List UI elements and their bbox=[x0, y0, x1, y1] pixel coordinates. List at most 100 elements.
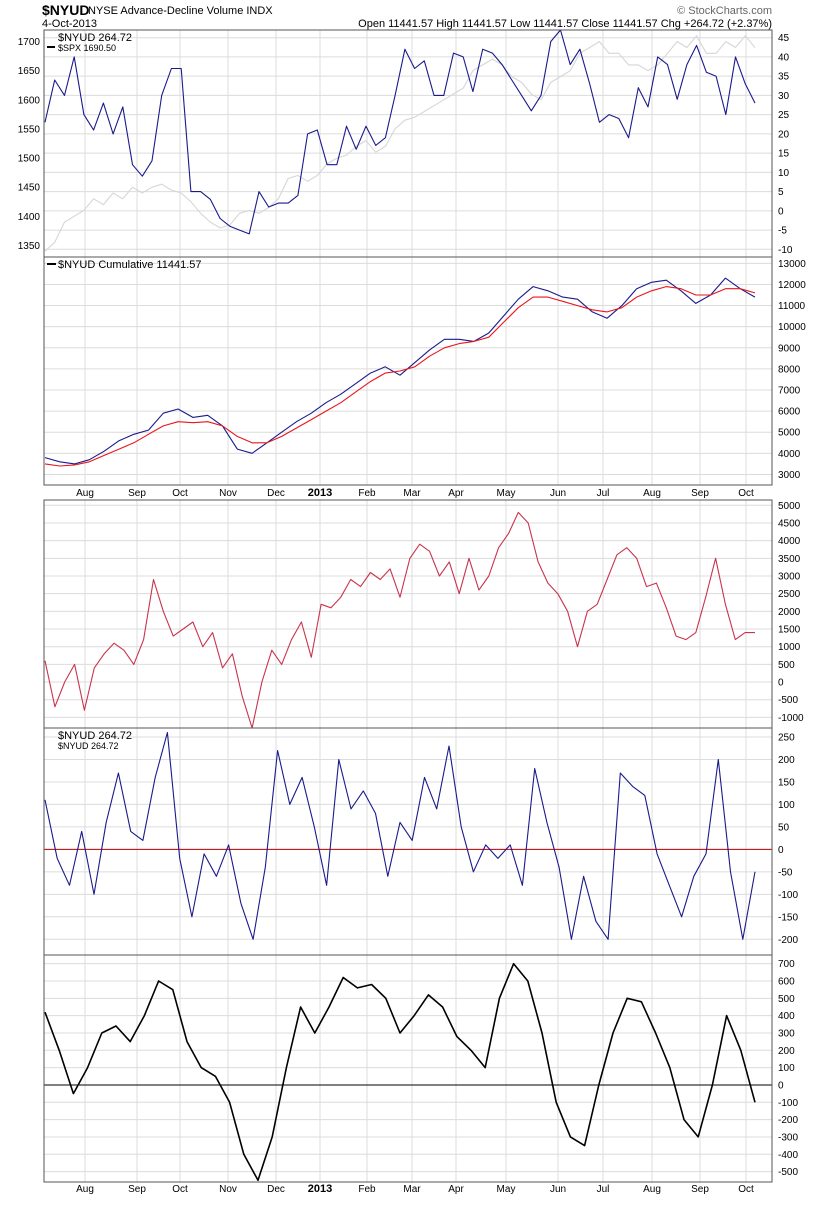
xtick-row1-4: Dec bbox=[267, 488, 285, 499]
xtick-row2-13: Sep bbox=[691, 1184, 709, 1195]
panel3-ytick-right-6: 2000 bbox=[778, 607, 801, 618]
xtick-row2-9: May bbox=[497, 1184, 516, 1195]
panel2-ytick-right-2: 5000 bbox=[778, 428, 801, 439]
panel5-ytick-right-12: 700 bbox=[778, 959, 795, 970]
panel5-series-line-0 bbox=[44, 962, 756, 1182]
panel1-ytick-right-11: 45 bbox=[778, 33, 790, 44]
panel4-frame bbox=[43, 727, 773, 956]
panel1-ytick-left-1: 1400 bbox=[18, 212, 41, 223]
xtick-row1-13: Sep bbox=[691, 488, 709, 499]
panel1-ytick-right-8: 30 bbox=[778, 91, 790, 102]
panel1-ytick-left-3: 1500 bbox=[18, 154, 41, 165]
panel1-frame bbox=[43, 29, 773, 258]
xtick-row2-7: Mar bbox=[403, 1184, 421, 1195]
xtick-row2-0: Aug bbox=[76, 1184, 94, 1195]
panel3-ytick-right-3: 500 bbox=[778, 660, 795, 671]
panel4-ytick-right-5: 50 bbox=[778, 822, 790, 833]
xtick-row2-4: Dec bbox=[267, 1184, 285, 1195]
panel4-ytick-right-2: -100 bbox=[778, 890, 798, 901]
panel5-ytick-right-4: -100 bbox=[778, 1098, 798, 1109]
xtick-row2-8: Apr bbox=[448, 1184, 464, 1195]
panel5-ytick-right-1: -400 bbox=[778, 1150, 798, 1161]
xtick-row1-10: Jun bbox=[550, 488, 566, 499]
xtick-row2-14: Oct bbox=[738, 1184, 754, 1195]
xtick-row2-5: 2013 bbox=[308, 1183, 332, 1195]
panel1-ytick-left-4: 1550 bbox=[18, 124, 41, 135]
panel2-ytick-right-3: 6000 bbox=[778, 407, 801, 418]
panel3-ytick-right-12: 5000 bbox=[778, 501, 801, 512]
panel4-ytick-right-7: 150 bbox=[778, 777, 795, 788]
xtick-row1-7: Mar bbox=[403, 488, 421, 499]
xtick-row2-1: Sep bbox=[128, 1184, 146, 1195]
panel1-ytick-right-2: 0 bbox=[778, 206, 784, 217]
xtick-row1-9: May bbox=[497, 488, 516, 499]
panel2-ytick-right-10: 13000 bbox=[778, 259, 806, 270]
panel5-ytick-right-7: 200 bbox=[778, 1046, 795, 1057]
panel2-legend-0: $NYUD Cumulative 11441.57 bbox=[58, 259, 201, 271]
panel1-ytick-right-9: 35 bbox=[778, 72, 790, 83]
xtick-row2-12: Aug bbox=[643, 1184, 661, 1195]
xtick-row1-2: Oct bbox=[172, 488, 188, 499]
panel1-ytick-right-6: 20 bbox=[778, 129, 790, 140]
header-description: NYSE Advance-Decline Volume INDX bbox=[88, 5, 273, 17]
xtick-row1-11: Jul bbox=[597, 488, 610, 499]
panel1-ytick-right-10: 40 bbox=[778, 52, 790, 63]
panel2-ytick-right-4: 7000 bbox=[778, 386, 801, 397]
panel1-series-spx bbox=[44, 35, 756, 252]
xtick-row2-3: Nov bbox=[219, 1184, 237, 1195]
panel1-ytick-right-7: 25 bbox=[778, 110, 790, 121]
panel3-series-line-0 bbox=[44, 511, 755, 729]
panel3-ytick-right-2: 0 bbox=[778, 678, 784, 689]
panel2-ytick-right-7: 10000 bbox=[778, 322, 806, 333]
panel4-ytick-right-3: -50 bbox=[778, 867, 793, 878]
panel3-ytick-right-4: 1000 bbox=[778, 642, 801, 653]
panel4-series-line-0 bbox=[44, 731, 756, 940]
panel1-ytick-right-5: 15 bbox=[778, 149, 790, 160]
panel2-ytick-right-8: 11000 bbox=[778, 301, 806, 312]
panel1-legend-1: $SPX 1690.50 bbox=[58, 43, 116, 53]
panel3-ytick-right-11: 4500 bbox=[778, 518, 801, 529]
panel1-ytick-right-4: 10 bbox=[778, 168, 790, 179]
panel5-ytick-right-10: 500 bbox=[778, 994, 795, 1005]
xtick-row1-3: Nov bbox=[219, 488, 237, 499]
header-symbol: $NYUD bbox=[42, 2, 89, 18]
panel4-ytick-right-6: 100 bbox=[778, 800, 795, 811]
panel2-legend-swatch-0 bbox=[47, 263, 56, 265]
panel2-ytick-right-5: 8000 bbox=[778, 364, 801, 375]
xtick-row1-8: Apr bbox=[448, 488, 464, 499]
panel1-series-nyud bbox=[44, 29, 756, 235]
panel4-ytick-right-8: 200 bbox=[778, 755, 795, 766]
panel3-frame bbox=[43, 499, 773, 729]
xtick-row1-0: Aug bbox=[76, 488, 94, 499]
panel4-ytick-right-0: -200 bbox=[778, 935, 798, 946]
panel5-ytick-right-11: 600 bbox=[778, 976, 795, 987]
panel1-ytick-left-0: 1350 bbox=[18, 241, 41, 252]
xtick-row1-12: Aug bbox=[643, 488, 661, 499]
panel1-legend-swatch-1 bbox=[47, 46, 55, 48]
panel5-ytick-right-8: 300 bbox=[778, 1028, 795, 1039]
xtick-row2-2: Oct bbox=[172, 1184, 188, 1195]
xtick-row1-5: 2013 bbox=[308, 487, 332, 499]
panel5-ytick-right-0: -500 bbox=[778, 1167, 798, 1178]
xtick-row2-11: Jul bbox=[597, 1184, 610, 1195]
panel5-ytick-right-9: 400 bbox=[778, 1011, 795, 1022]
panel3-ytick-right-8: 3000 bbox=[778, 572, 801, 583]
panel4-ytick-right-9: 250 bbox=[778, 732, 795, 743]
xtick-row1-6: Feb bbox=[358, 488, 376, 499]
panel1-ytick-left-7: 1700 bbox=[18, 37, 41, 48]
panel3-ytick-right-1: -500 bbox=[778, 695, 798, 706]
panel2-ytick-right-9: 12000 bbox=[778, 280, 806, 291]
panel3-ytick-right-10: 4000 bbox=[778, 536, 801, 547]
header-date: 4-Oct-2013 bbox=[42, 18, 97, 30]
panel2-ytick-right-0: 3000 bbox=[778, 470, 801, 481]
panel1-legend-0: $NYUD 264.72 bbox=[58, 32, 132, 44]
panel5-ytick-right-2: -300 bbox=[778, 1132, 798, 1143]
panel4-ytick-right-1: -150 bbox=[778, 912, 798, 923]
panel1-ytick-right-3: 5 bbox=[778, 187, 784, 198]
panel2-ytick-right-6: 9000 bbox=[778, 343, 801, 354]
panel5-ytick-right-5: 0 bbox=[778, 1080, 784, 1091]
panel5-ytick-right-3: -200 bbox=[778, 1115, 798, 1126]
panel3-ytick-right-7: 2500 bbox=[778, 589, 801, 600]
